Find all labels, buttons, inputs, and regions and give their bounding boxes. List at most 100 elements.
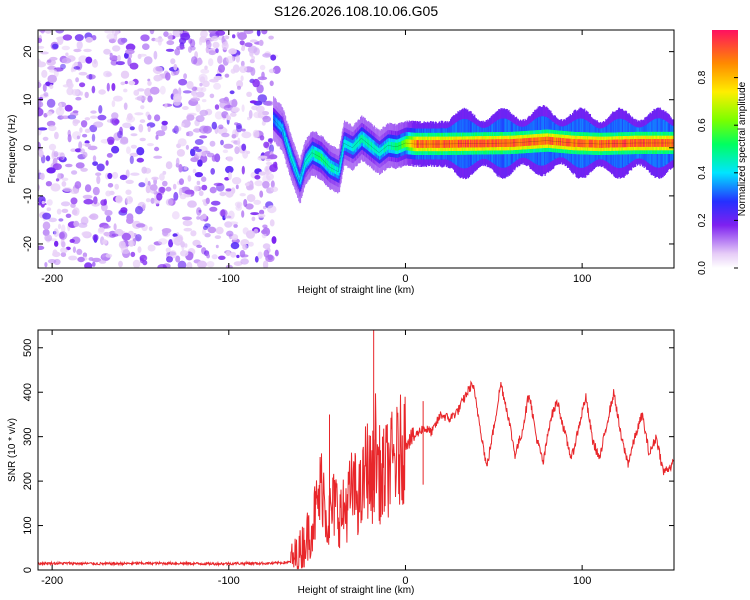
noise-blob xyxy=(241,143,247,151)
noise-blob xyxy=(230,242,240,250)
noise-blob xyxy=(38,101,44,108)
noise-blob xyxy=(187,200,197,208)
noise-blob xyxy=(165,48,175,52)
noise-blob xyxy=(209,93,215,99)
noise-blob xyxy=(272,65,281,74)
noise-blob xyxy=(156,192,163,201)
noise-blob xyxy=(60,252,67,258)
noise-blob xyxy=(191,56,198,65)
noise-blob xyxy=(102,225,111,229)
noise-blob xyxy=(178,78,188,86)
noise-blob xyxy=(171,211,180,220)
noise-blob xyxy=(190,148,196,157)
snr-xtick-label: 100 xyxy=(573,575,591,587)
noise-blob xyxy=(199,125,209,134)
noise-blob xyxy=(170,58,176,65)
noise-blob xyxy=(61,45,70,51)
noise-blob xyxy=(262,53,272,58)
noise-blob xyxy=(190,157,199,163)
noise-blob xyxy=(93,121,104,128)
noise-blob xyxy=(253,199,262,205)
noise-blob xyxy=(209,186,217,194)
noise-blob xyxy=(153,155,163,159)
noise-blob xyxy=(226,156,234,162)
noise-blob xyxy=(122,122,132,129)
noise-blob xyxy=(173,125,179,134)
noise-blob xyxy=(195,103,201,113)
noise-blob xyxy=(255,105,265,113)
noise-blob xyxy=(130,133,138,137)
ridge-segment xyxy=(576,139,578,147)
noise-blob xyxy=(135,223,146,228)
noise-blob xyxy=(211,121,217,130)
noise-blob xyxy=(55,30,65,34)
ridge-segment xyxy=(647,139,649,147)
noise-blob xyxy=(192,168,197,174)
noise-blob xyxy=(250,212,259,216)
noise-blob xyxy=(214,235,222,240)
noise-blob xyxy=(163,31,169,37)
noise-blob xyxy=(113,33,118,42)
noise-blob xyxy=(220,139,224,146)
noise-blob xyxy=(103,231,110,237)
noise-blob xyxy=(69,238,75,243)
noise-blob xyxy=(186,114,195,121)
noise-blob xyxy=(258,39,264,47)
noise-blob xyxy=(257,251,263,259)
noise-blob xyxy=(235,204,242,211)
noise-blob xyxy=(98,259,107,264)
noise-blob xyxy=(78,71,88,76)
noise-blob xyxy=(47,259,57,264)
noise-blob xyxy=(134,112,144,116)
noise-blob xyxy=(103,70,112,78)
noise-blob xyxy=(128,80,136,86)
noise-blob xyxy=(264,100,274,107)
noise-blob xyxy=(259,209,265,215)
noise-blob xyxy=(154,114,161,122)
noise-blob xyxy=(124,80,128,85)
noise-blob xyxy=(73,66,81,70)
noise-blob xyxy=(184,243,188,248)
noise-blob xyxy=(147,244,156,252)
noise-blob xyxy=(74,34,84,42)
noise-blob xyxy=(233,223,238,228)
noise-blob xyxy=(256,84,264,94)
noise-blob xyxy=(126,217,134,224)
noise-blob xyxy=(269,219,275,227)
noise-blob xyxy=(100,199,107,206)
noise-blob xyxy=(123,88,128,93)
noise-blob xyxy=(61,177,69,181)
ridge-segment xyxy=(671,139,673,147)
noise-blob xyxy=(176,149,185,157)
spectrogram-xlabel: Height of straight line (km) xyxy=(298,285,415,296)
noise-blob xyxy=(251,216,256,222)
noise-blob xyxy=(221,132,230,138)
noise-blob xyxy=(46,111,53,116)
noise-blob xyxy=(113,223,117,231)
noise-blob xyxy=(43,92,49,97)
noise-blob xyxy=(38,149,44,158)
noise-blob xyxy=(60,201,71,207)
noise-blob xyxy=(270,186,279,193)
ridge-segment xyxy=(553,137,555,145)
noise-blob xyxy=(40,30,45,34)
noise-blob xyxy=(175,255,181,263)
snr-ytick-label: 300 xyxy=(22,427,34,445)
noise-blob xyxy=(62,34,73,41)
colorbar-tick-label: 0.6 xyxy=(697,118,708,132)
noise-blob xyxy=(213,82,222,90)
noise-blob xyxy=(125,195,133,205)
noise-blob xyxy=(186,130,194,137)
noise-blob xyxy=(259,190,264,198)
noise-blob xyxy=(61,241,66,248)
noise-blob xyxy=(98,105,103,114)
noise-blob xyxy=(201,213,207,220)
noise-blob xyxy=(139,119,146,123)
colorbar: 0.0 0.2 0.4 0.6 0.8 Normalized spectral ampl… xyxy=(697,30,748,275)
noise-blob xyxy=(262,115,272,123)
noise-blob xyxy=(258,171,267,176)
noise-blob xyxy=(146,143,154,147)
noise-blob xyxy=(147,114,152,121)
noise-blob xyxy=(124,52,129,59)
